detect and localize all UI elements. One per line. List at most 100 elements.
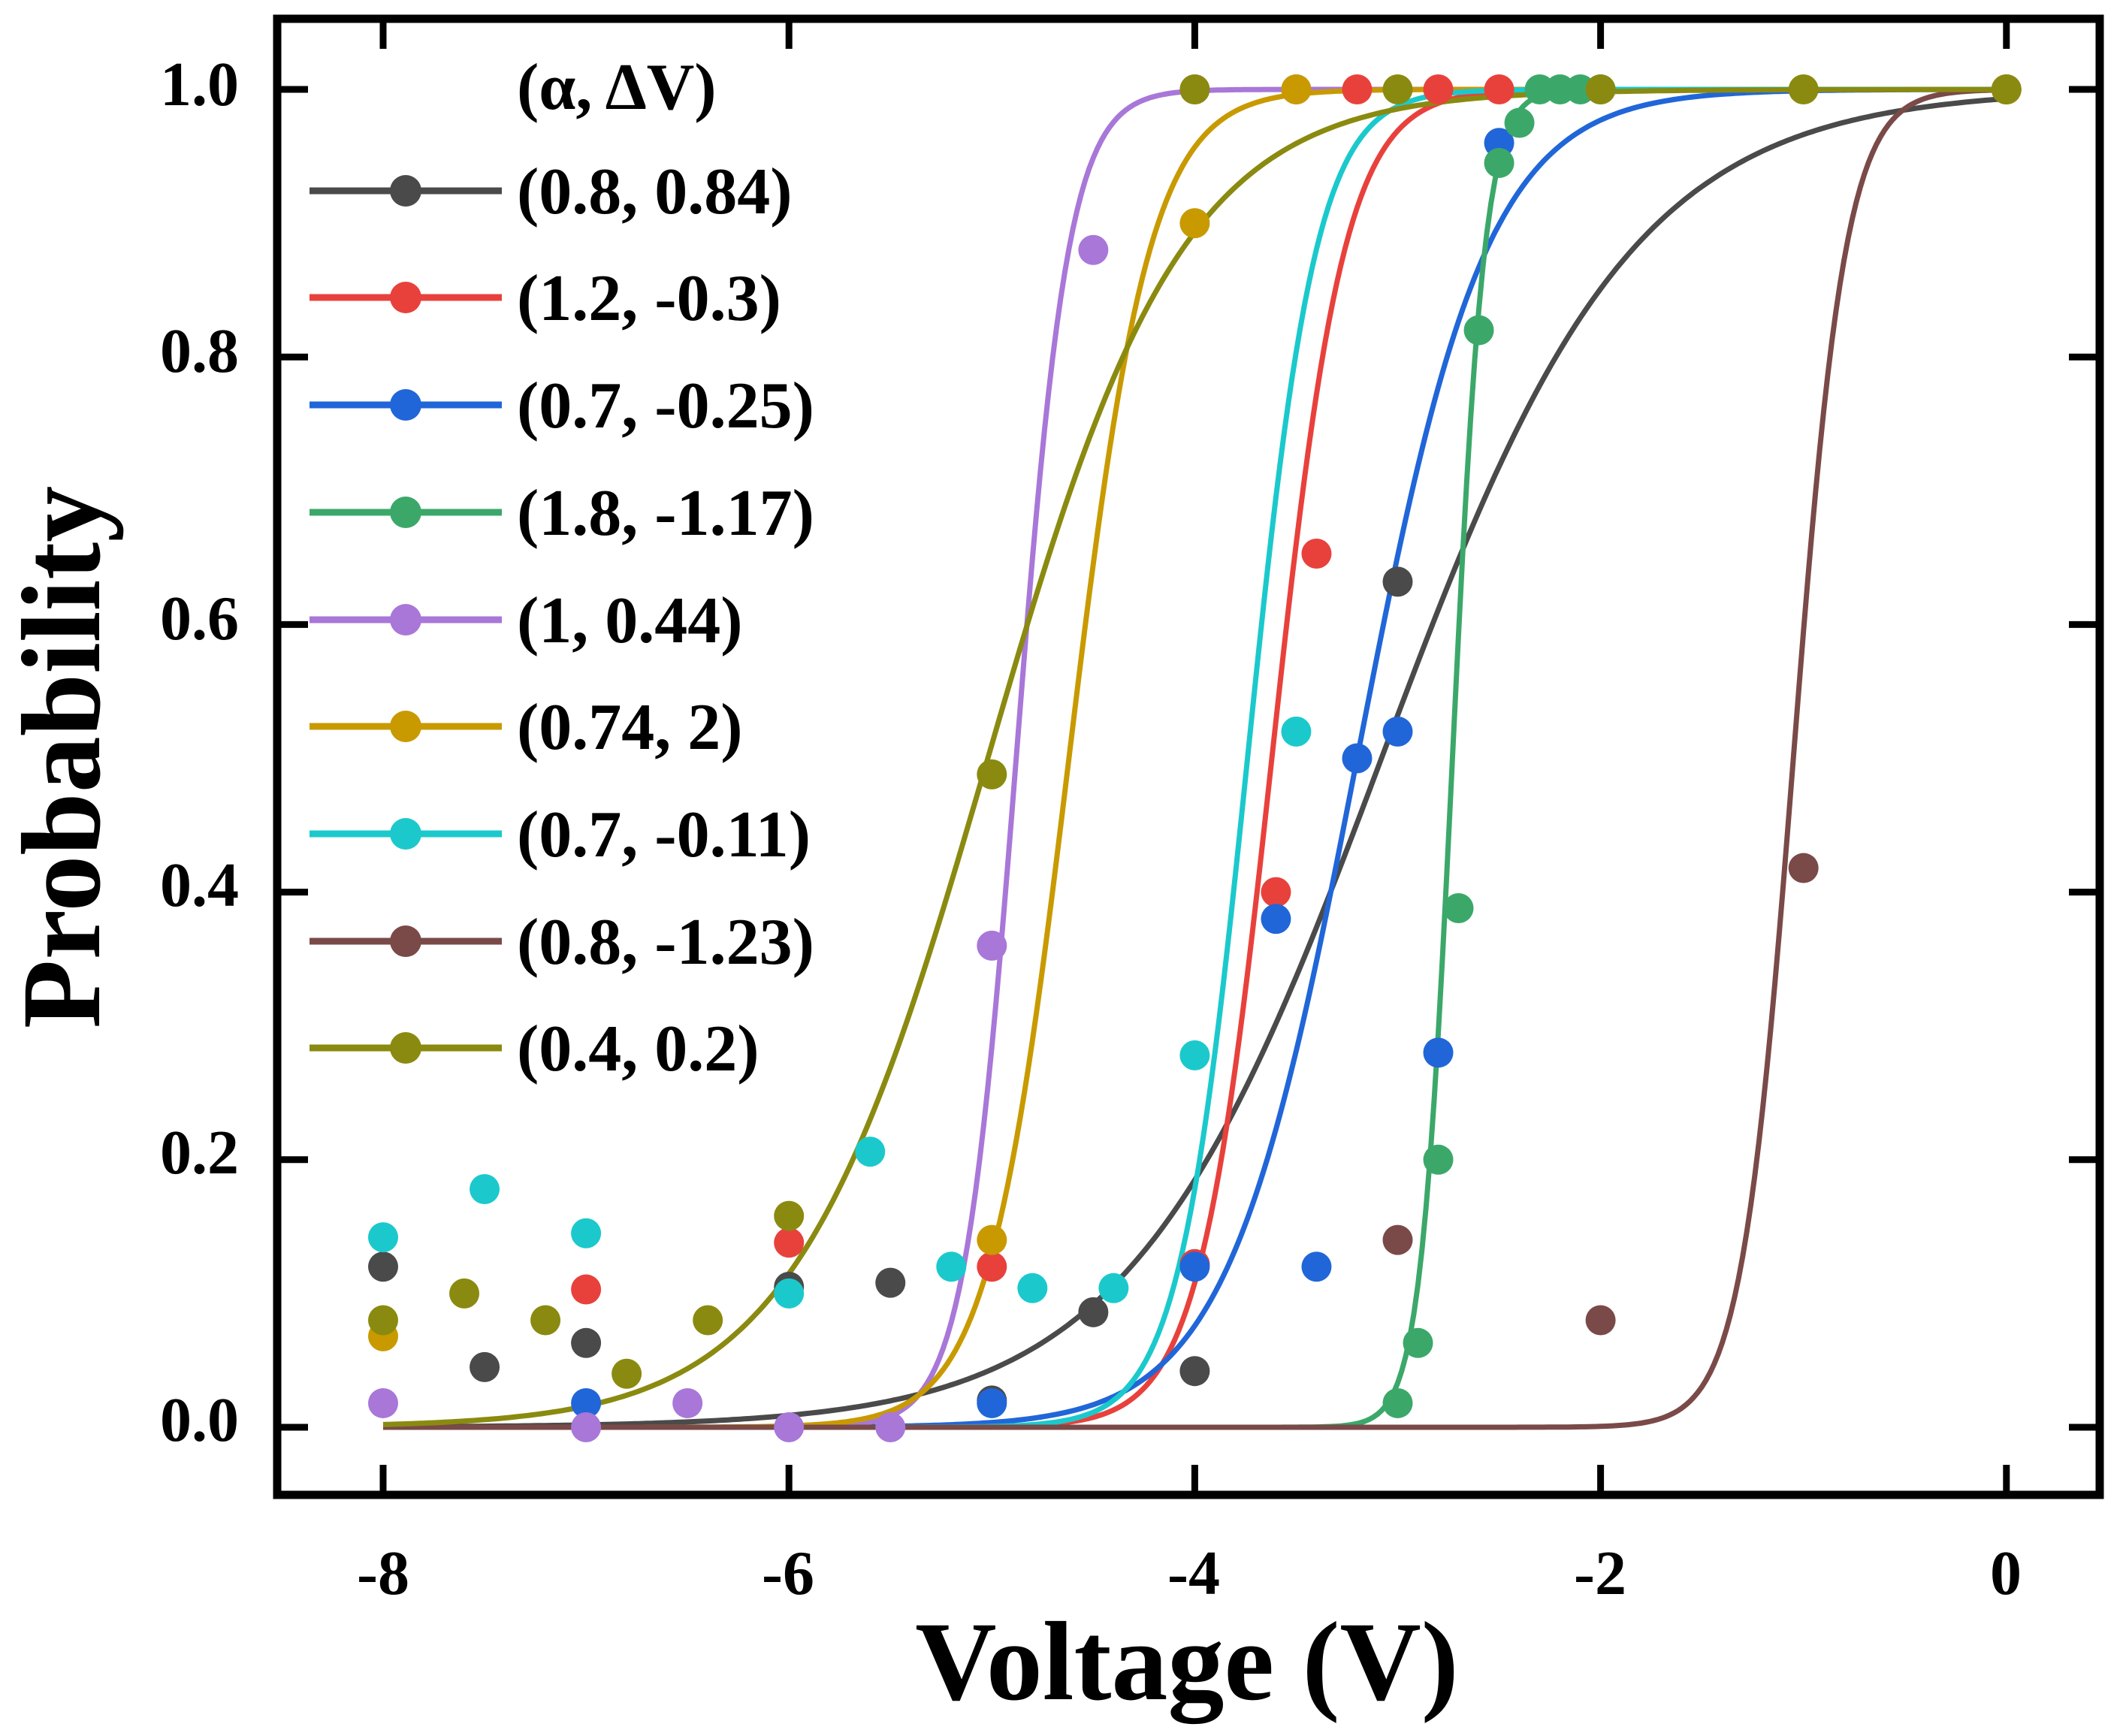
- data-point-8: [612, 1358, 642, 1389]
- data-point-6: [470, 1173, 500, 1204]
- data-point-4: [672, 1387, 703, 1418]
- data-point-2: [1342, 743, 1373, 774]
- legend-label: (0.74, 2): [517, 691, 743, 764]
- x-tick-label: -4: [1167, 1538, 1220, 1608]
- data-point-8: [1382, 74, 1413, 104]
- data-point-2: [1423, 1037, 1454, 1068]
- legend-marker-5: [390, 711, 421, 742]
- y-tick-label: 0.8: [160, 316, 239, 386]
- data-point-8: [368, 1305, 398, 1336]
- plot-frame: [273, 14, 2104, 1499]
- legend-marker-6: [390, 818, 421, 850]
- x-tick-label: -8: [357, 1538, 409, 1608]
- x-axis-tick-labels: -8 -6 -4 -2 0: [357, 1538, 2022, 1608]
- data-point-0: [571, 1327, 602, 1358]
- data-point-2: [1382, 716, 1413, 747]
- data-point-0: [368, 1251, 398, 1282]
- legend-marker-7: [390, 925, 421, 957]
- data-point-5: [1179, 208, 1210, 239]
- data-point-4: [774, 1412, 805, 1442]
- data-point-3: [1463, 315, 1494, 346]
- data-point-2: [977, 1387, 1007, 1418]
- legend-label: (0.7, -0.11): [517, 799, 811, 871]
- legend-label: (0.7, -0.25): [517, 370, 814, 442]
- x-axis-title: Voltage (V): [915, 1599, 1459, 1724]
- data-point-1: [1301, 539, 1332, 569]
- data-point-4: [368, 1387, 398, 1418]
- data-point-8: [977, 759, 1007, 790]
- legend-label: (0.8, 0.84): [517, 155, 793, 228]
- data-point-3: [1403, 1327, 1433, 1358]
- legend-label: (0.4, 0.2): [517, 1013, 760, 1085]
- data-point-0: [1382, 566, 1413, 597]
- data-point-8: [1991, 74, 2022, 104]
- x-tick-label: -2: [1574, 1538, 1626, 1608]
- data-point-1: [1342, 74, 1373, 104]
- legend-marker-4: [390, 604, 421, 636]
- legend-entry: (0.7, -0.11): [310, 799, 811, 871]
- data-point-6: [855, 1137, 886, 1167]
- data-point-0: [470, 1351, 500, 1382]
- data-point-3: [1382, 1387, 1413, 1418]
- data-point-6: [1098, 1273, 1129, 1303]
- data-point-6: [571, 1218, 602, 1248]
- data-point-1: [1261, 877, 1291, 907]
- data-point-5: [977, 1224, 1007, 1255]
- legend-title: (α, ΔV): [517, 51, 717, 124]
- data-point-7: [1585, 1305, 1616, 1336]
- series-line-7: [383, 87, 2007, 1430]
- data-point-1: [774, 1227, 805, 1258]
- legend-entry: (0.8, 0.84): [310, 155, 793, 228]
- y-tick-label: 0.2: [160, 1118, 239, 1188]
- data-point-6: [1179, 1040, 1210, 1070]
- data-point-8: [774, 1200, 805, 1231]
- data-point-3: [1484, 147, 1514, 178]
- data-point-5: [1281, 74, 1312, 104]
- data-point-8: [449, 1278, 480, 1309]
- data-point-2: [1301, 1251, 1332, 1282]
- x-tick-label: -6: [762, 1538, 814, 1608]
- legend-entry: (1, 0.44): [310, 584, 743, 657]
- legend-entry: (0.74, 2): [310, 691, 743, 764]
- legend-label: (1, 0.44): [517, 584, 743, 657]
- data-point-2: [571, 1387, 602, 1418]
- legend-marker-3: [390, 497, 421, 528]
- data-point-3: [1443, 892, 1474, 923]
- data-point-3: [1423, 1144, 1454, 1175]
- data-point-6: [368, 1222, 398, 1253]
- legend-label: (1.8, -1.17): [517, 477, 814, 550]
- legend-entry: (1.8, -1.17): [310, 477, 814, 550]
- y-tick-label: 0.0: [160, 1385, 239, 1455]
- y-tick-label: 1.0: [160, 50, 239, 119]
- y-tick-label: 0.6: [160, 584, 239, 654]
- x-tick-label: 0: [1990, 1538, 2022, 1608]
- legend-entry: (1.2, -0.3): [310, 262, 781, 335]
- data-point-7: [1382, 1224, 1413, 1255]
- data-point-0: [875, 1267, 906, 1298]
- data-point-7: [1788, 853, 1819, 883]
- series-points: [368, 74, 2022, 1442]
- y-axis-ticks: [281, 86, 2096, 1431]
- legend-marker-0: [390, 175, 421, 207]
- legend-marker-1: [390, 282, 421, 313]
- data-point-6: [1281, 716, 1312, 747]
- y-axis-tick-labels: 0.0 0.2 0.4 0.6 0.8 1.0: [160, 50, 239, 1455]
- data-point-4: [977, 930, 1007, 961]
- data-point-0: [1179, 1356, 1210, 1387]
- data-point-1: [977, 1251, 1007, 1282]
- data-point-0: [1078, 1297, 1109, 1327]
- y-tick-label: 0.4: [160, 850, 239, 920]
- y-axis-title: Probability: [0, 486, 124, 1028]
- data-point-6: [936, 1251, 967, 1282]
- data-point-2: [1179, 1251, 1210, 1282]
- legend-label: (1.2, -0.3): [517, 262, 781, 335]
- data-point-6: [774, 1278, 805, 1309]
- series-curves: [382, 86, 2007, 1430]
- data-point-8: [693, 1305, 723, 1336]
- legend-marker-2: [390, 389, 421, 421]
- legend-label: (0.8, -1.23): [517, 906, 814, 979]
- legend-entry: (0.4, 0.2): [310, 1013, 760, 1085]
- legend: (α, ΔV) (0.8, 0.84) (1.2, -0.3) (0.7, -0…: [310, 51, 814, 1085]
- data-point-1: [571, 1274, 602, 1305]
- data-point-4: [1078, 234, 1109, 265]
